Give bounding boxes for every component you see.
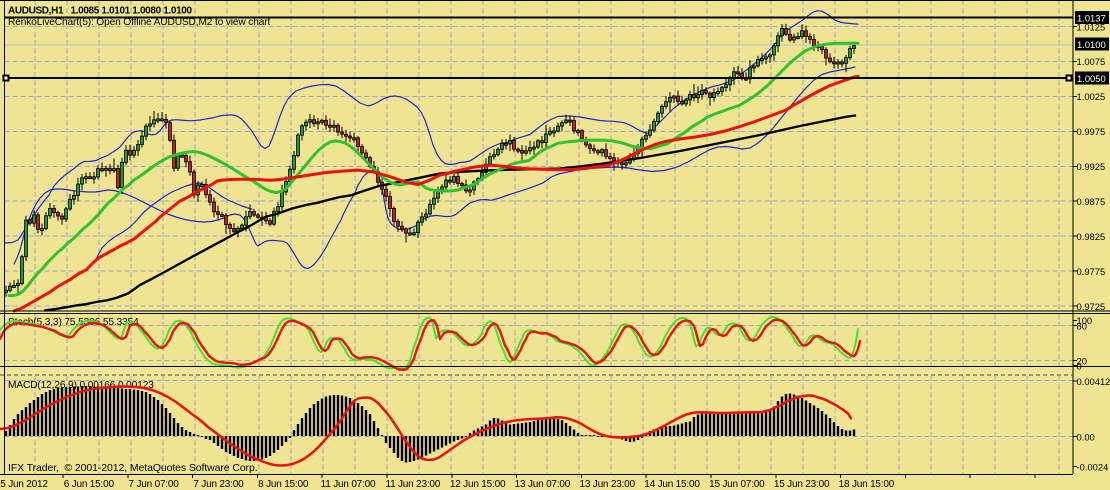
- svg-text:AUDUSD,H1 1.0085 1.0101 1.00: AUDUSD,H1 1.0085 1.0101 1.0080 1.0100: [8, 6, 192, 17]
- svg-text:IFX Trader, © 2001-2012, Meta: IFX Trader, © 2001-2012, MetaQuotes Soft…: [8, 462, 258, 474]
- svg-text:8 Jun 15:00: 8 Jun 15:00: [258, 479, 309, 490]
- svg-text:0: 0: [1077, 361, 1082, 372]
- svg-text:80: 80: [1077, 320, 1087, 331]
- svg-text:5 Jun 2012: 5 Jun 2012: [0, 479, 48, 490]
- svg-text:0.9725: 0.9725: [1077, 301, 1106, 312]
- svg-text:0.9825: 0.9825: [1077, 231, 1106, 242]
- svg-text:15 Jun 07:00: 15 Jun 07:00: [709, 479, 765, 490]
- svg-text:14 Jun 15:00: 14 Jun 15:00: [644, 479, 700, 490]
- svg-text:MACD(12,26,9) 0.00166 0.00123: MACD(12,26,9) 0.00166 0.00123: [8, 380, 154, 391]
- svg-text:RenkoLiveChart(5): Open Offlin: RenkoLiveChart(5): Open Offline AUDUSD,M…: [8, 17, 271, 28]
- svg-text:13 Jun 23:00: 13 Jun 23:00: [579, 479, 635, 490]
- svg-text:6 Jun 15:00: 6 Jun 15:00: [64, 479, 115, 490]
- svg-text:1.0100: 1.0100: [1077, 39, 1106, 50]
- svg-text:100: 100: [1077, 315, 1093, 326]
- svg-text:1.0050: 1.0050: [1077, 73, 1106, 84]
- svg-text:12 Jun 15:00: 12 Jun 15:00: [450, 479, 506, 490]
- svg-text:13 Jun 07:00: 13 Jun 07:00: [515, 479, 571, 490]
- svg-text:7 Jun 07:00: 7 Jun 07:00: [129, 479, 180, 490]
- svg-text:0.00: 0.00: [1077, 431, 1095, 442]
- svg-text:18 Jun 15:00: 18 Jun 15:00: [839, 479, 895, 490]
- svg-text:0.9775: 0.9775: [1077, 266, 1106, 277]
- svg-text:1.0025: 1.0025: [1077, 91, 1106, 102]
- svg-text:0.9925: 0.9925: [1077, 161, 1106, 172]
- svg-text:0.00412: 0.00412: [1077, 376, 1110, 387]
- svg-text:Stoch(5,3,3) 75.5396 55.3354: Stoch(5,3,3) 75.5396 55.3354: [8, 317, 139, 328]
- svg-text:11 Jun 07:00: 11 Jun 07:00: [321, 479, 376, 490]
- svg-text:0.9975: 0.9975: [1077, 126, 1106, 137]
- svg-text:1.0125: 1.0125: [1077, 21, 1106, 32]
- svg-text:15 Jun 23:00: 15 Jun 23:00: [774, 479, 830, 490]
- svg-text:1.0137: 1.0137: [1077, 12, 1106, 23]
- svg-text:7 Jun 23:00: 7 Jun 23:00: [193, 479, 244, 490]
- svg-text:-0.0024: -0.0024: [1077, 461, 1109, 472]
- svg-text:1.0075: 1.0075: [1077, 56, 1106, 67]
- svg-text:20: 20: [1077, 355, 1087, 366]
- svg-text:11 Jun 23:00: 11 Jun 23:00: [385, 479, 440, 490]
- svg-text:0.9875: 0.9875: [1077, 196, 1106, 207]
